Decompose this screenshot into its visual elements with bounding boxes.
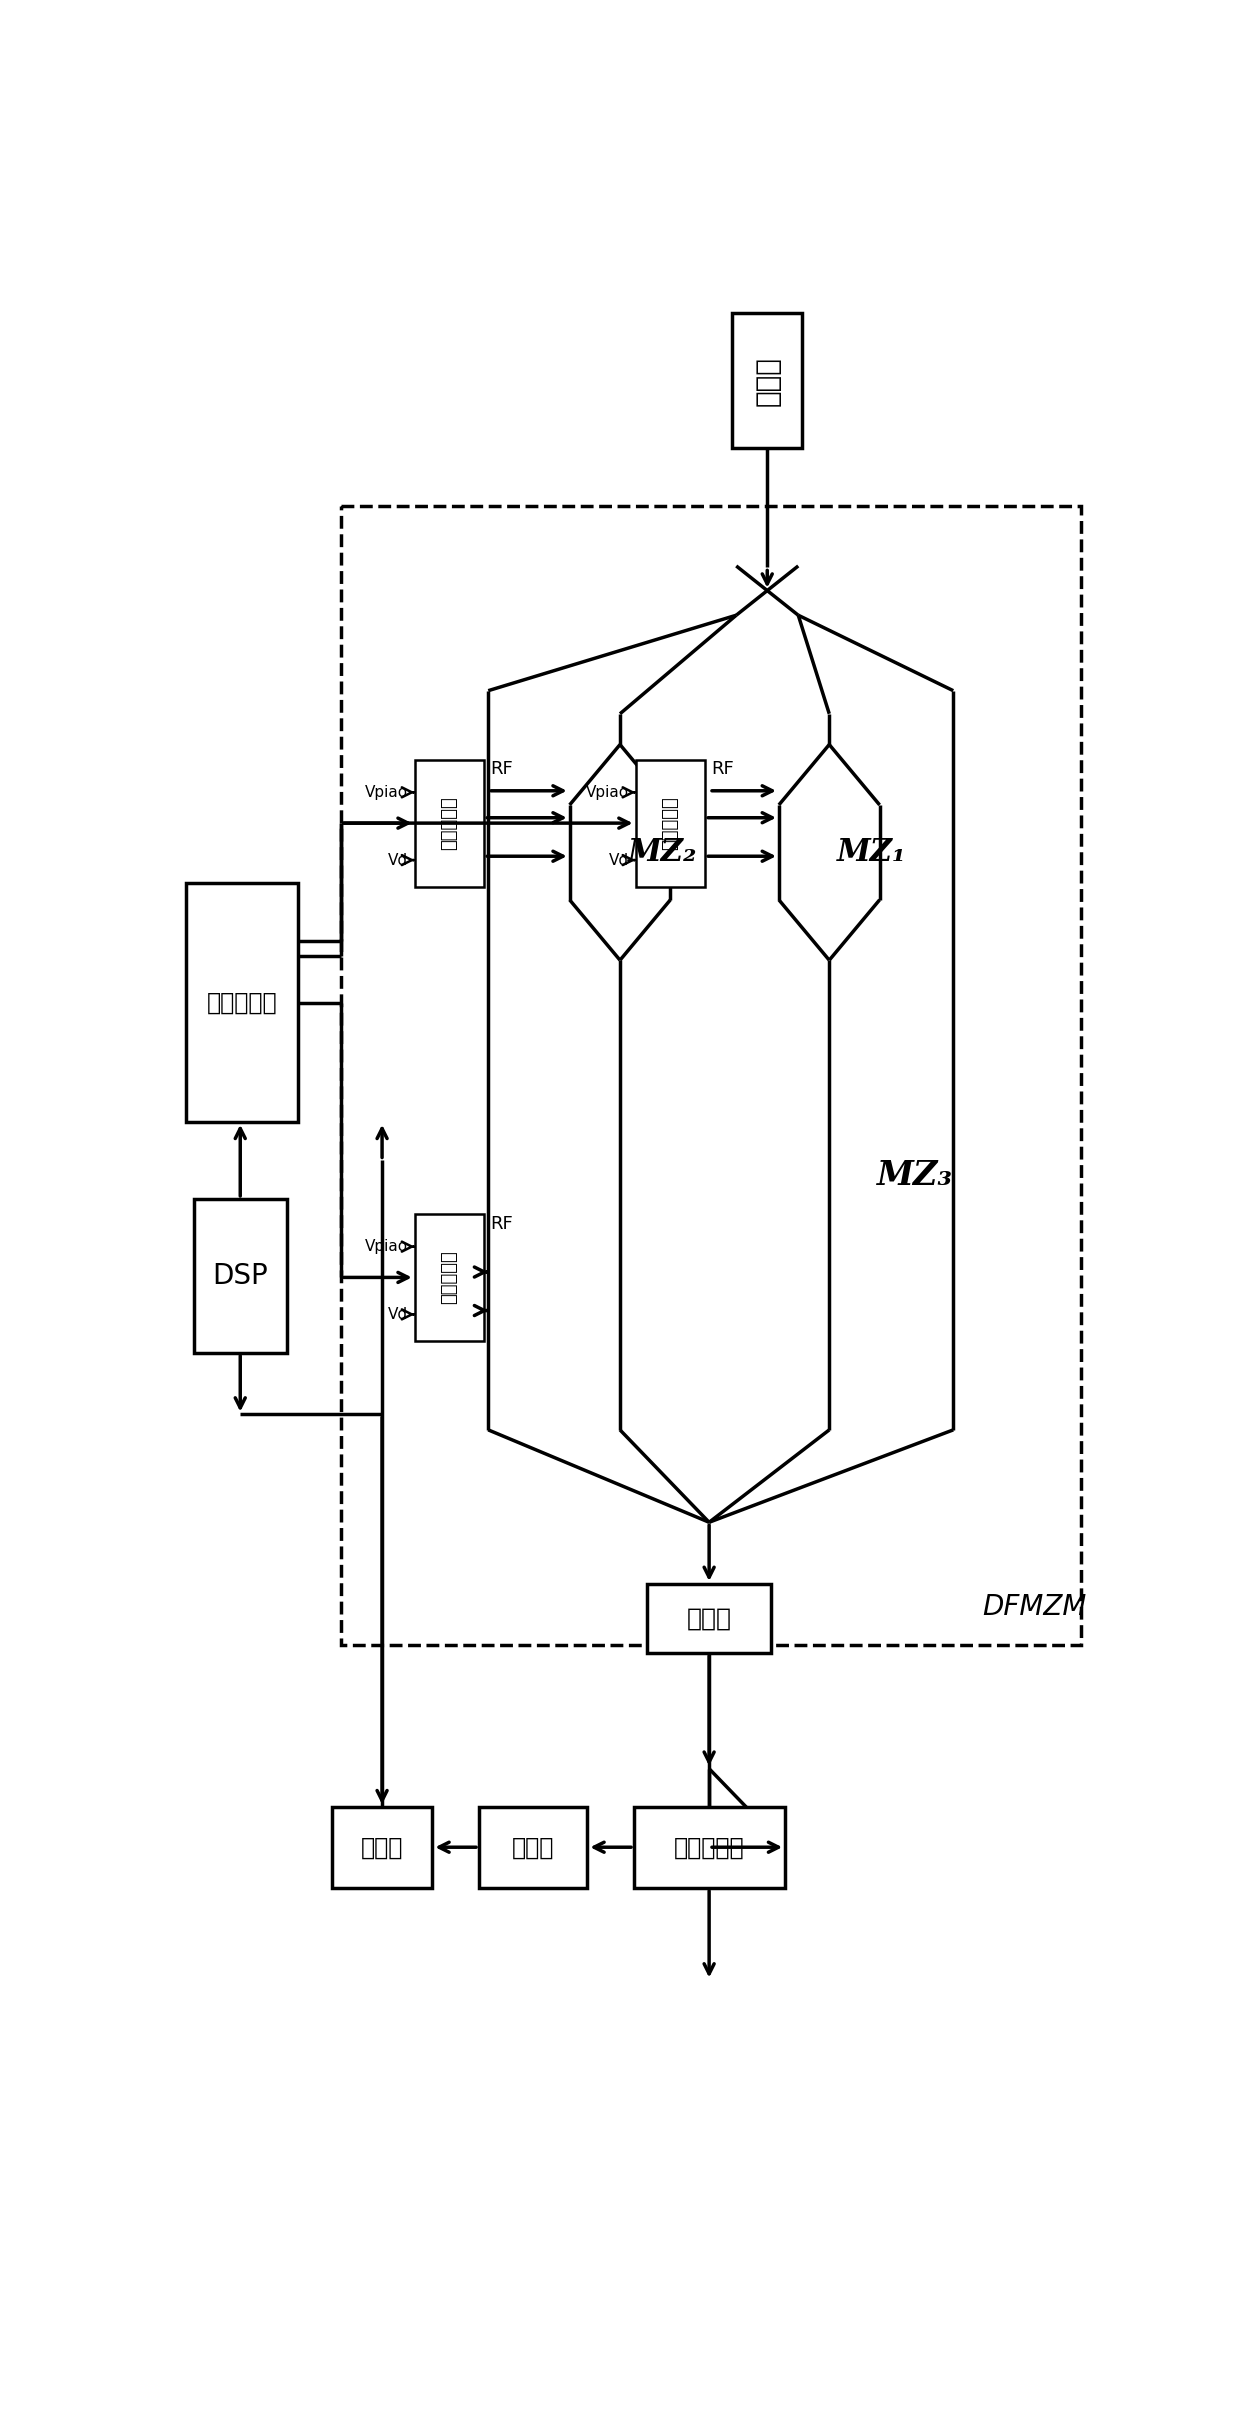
Text: Vpiao: Vpiao	[366, 1239, 408, 1253]
Text: 光电探测器: 光电探测器	[675, 1836, 745, 1860]
Text: Vpiao: Vpiao	[587, 784, 629, 801]
Bar	[635, 760, 706, 888]
Text: Vd: Vd	[388, 1306, 408, 1321]
Text: 偏压控制器: 偏压控制器	[440, 796, 459, 849]
Bar	[733, 314, 802, 448]
Text: 分光器: 分光器	[687, 1606, 732, 1630]
Bar	[634, 1807, 785, 1889]
Bar	[341, 506, 1081, 1645]
Bar	[193, 1200, 286, 1352]
Text: MZ₂: MZ₂	[627, 837, 697, 868]
Text: DFMZM: DFMZM	[982, 1594, 1086, 1621]
Text: Vd: Vd	[388, 851, 408, 868]
Text: 驱动器: 驱动器	[361, 1836, 403, 1860]
Text: DSP: DSP	[212, 1263, 268, 1289]
Text: RF: RF	[491, 760, 513, 779]
Bar	[647, 1584, 771, 1652]
Text: 濃光放大器: 濃光放大器	[207, 989, 278, 1014]
Text: 濃光器: 濃光器	[753, 356, 781, 406]
Text: Vpiao: Vpiao	[366, 784, 408, 801]
Text: 放大器: 放大器	[512, 1836, 554, 1860]
Text: 偏压控制器: 偏压控制器	[440, 1251, 459, 1304]
Bar	[414, 1214, 485, 1340]
Text: MZ₃: MZ₃	[877, 1159, 952, 1193]
Bar	[186, 883, 299, 1122]
Text: 偏压控制器: 偏压控制器	[661, 796, 680, 849]
Text: RF: RF	[712, 760, 734, 779]
Bar	[479, 1807, 588, 1889]
Text: MZ₁: MZ₁	[837, 837, 906, 868]
Bar	[414, 760, 485, 888]
Text: Vd: Vd	[609, 851, 629, 868]
Bar	[332, 1807, 433, 1889]
Text: RF: RF	[491, 1214, 513, 1234]
